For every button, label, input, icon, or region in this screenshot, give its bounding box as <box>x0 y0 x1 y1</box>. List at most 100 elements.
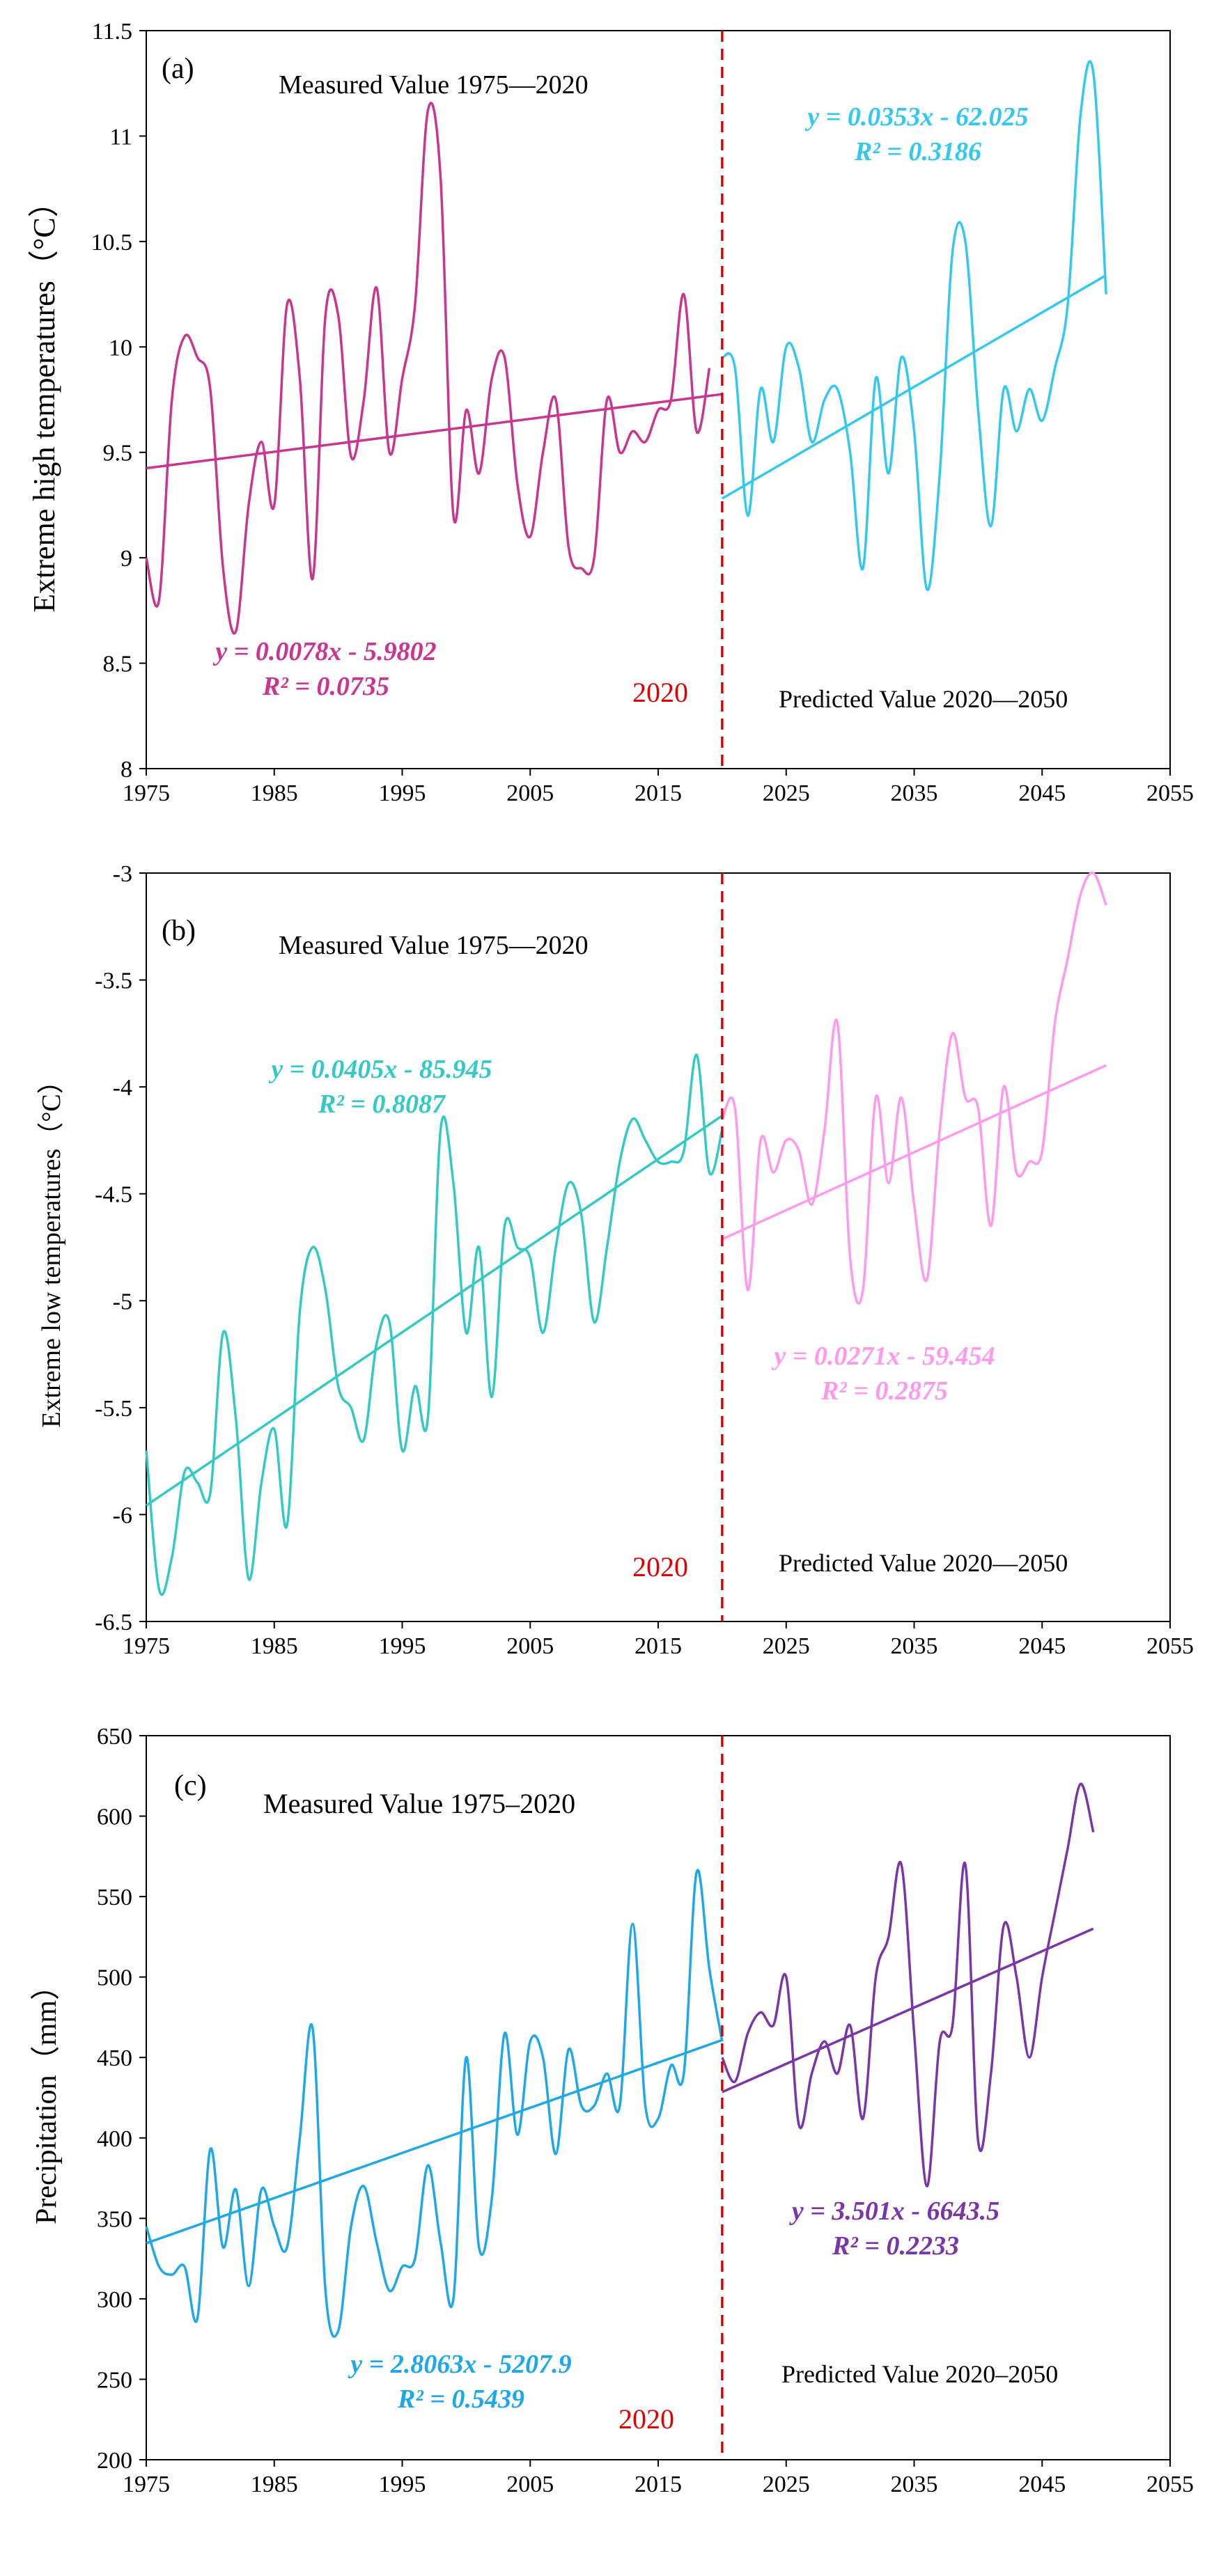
y-tick-label: 550 <box>97 1885 132 1910</box>
predicted-label: Predicted Value 2020–2050 <box>781 2360 1058 2388</box>
trend-line-predicted <box>721 274 1107 500</box>
axis-ticks: 1975 1985 1995 2005 2015 2025 2035 2045 2055 8 8.5… <box>91 19 1194 806</box>
trend-r2-predicted: R² = 0.2875 <box>820 1376 948 1406</box>
plot-frame <box>146 1735 1171 2460</box>
y-axis-label: Extreme high temperatures（°C） <box>27 187 61 612</box>
x-tick-label: 2055 <box>1146 2472 1194 2497</box>
y-tick-label: 500 <box>97 1965 132 1991</box>
series-line-measured <box>145 1869 724 2338</box>
trend-line-measured <box>146 393 723 470</box>
y-tick-label: 8.5 <box>103 652 133 677</box>
trend-equation-measured: y = 0.0405x - 85.945 <box>268 1055 492 1084</box>
x-tick-label: 2015 <box>635 780 682 806</box>
y-tick-label: 300 <box>97 2287 132 2313</box>
x-tick-label: 2045 <box>1018 1633 1066 1659</box>
y-tick-label: 450 <box>97 2045 132 2071</box>
measured-label: Measured Value 1975–2020 <box>263 1788 575 1819</box>
x-tick-label: 2005 <box>506 2472 554 2497</box>
x-tick-label: 2005 <box>506 1633 554 1659</box>
x-tick-label: 2035 <box>891 780 938 806</box>
x-tick-label: 1975 <box>123 1633 170 1659</box>
y-tick-label: 200 <box>97 2448 132 2474</box>
y-tick-label: 9.5 <box>103 441 133 466</box>
measured-label: Measured Value 1975—2020 <box>279 931 589 960</box>
panel-b: 1975 1985 1995 2005 2015 2025 2035 2045 2055 -6.5… <box>37 861 1194 1659</box>
divider-year-label: 2020 <box>632 677 688 708</box>
series-line-predicted <box>721 1782 1095 2188</box>
y-tick-label: 10.5 <box>91 230 133 256</box>
trend-r2-predicted: R² = 0.2233 <box>832 2231 959 2261</box>
series-line-measured <box>145 102 711 635</box>
plot-frame <box>146 872 1171 1622</box>
x-tick-label: 2045 <box>1018 780 1066 806</box>
y-tick-label: -5 <box>113 1289 132 1314</box>
x-tick-label: 2015 <box>635 1633 682 1659</box>
x-tick-label: 1995 <box>379 780 426 806</box>
y-tick-label: 10 <box>109 335 132 361</box>
y-tick-label: 650 <box>97 1724 132 1750</box>
panel-label: (a) <box>162 53 194 85</box>
divider-year-label: 2020 <box>618 2403 674 2435</box>
y-tick-label: -3.5 <box>95 968 132 994</box>
y-tick-label: -6 <box>113 1502 132 1528</box>
plot-area <box>145 871 1107 1621</box>
x-tick-label: 1985 <box>251 2472 298 2497</box>
y-tick-label: 11.5 <box>92 19 132 45</box>
divider-year-label: 2020 <box>632 1551 688 1582</box>
predicted-label: Predicted Value 2020—2050 <box>779 685 1068 713</box>
panel-a: 1975 1985 1995 2005 2015 2025 2035 2045 2055 8 8.5… <box>27 19 1194 806</box>
y-tick-label: 8 <box>120 757 132 783</box>
x-tick-label: 2045 <box>1018 2472 1066 2497</box>
trend-line-predicted <box>722 1064 1107 1241</box>
series-line-predicted <box>721 60 1107 591</box>
y-tick-label: 600 <box>97 1805 132 1830</box>
x-tick-label: 2055 <box>1146 780 1194 806</box>
trend-line-predicted <box>722 1927 1094 2094</box>
trend-equation-predicted: y = 3.501x - 6643.5 <box>789 2197 999 2226</box>
x-tick-label: 1995 <box>379 1633 426 1659</box>
x-tick-label: 1985 <box>251 1633 298 1659</box>
panel-c: 1975 1985 1995 2005 2015 2025 2035 2045 2055 200 2… <box>31 1724 1194 2497</box>
x-tick-label: 2025 <box>763 1633 810 1659</box>
trend-equation-measured: y = 0.0078x - 5.9802 <box>212 637 436 666</box>
y-tick-label: 400 <box>97 2126 132 2152</box>
x-tick-label: 2035 <box>891 1633 938 1659</box>
plot-area <box>145 1736 1095 2460</box>
x-tick-label: 2015 <box>635 2472 682 2497</box>
x-tick-label: 1975 <box>123 2472 170 2497</box>
trend-r2-measured: R² = 0.0735 <box>262 672 389 701</box>
x-tick-label: 1975 <box>123 780 170 806</box>
panel-label: (b) <box>162 915 196 947</box>
x-tick-label: 2025 <box>763 780 810 806</box>
measured-label: Measured Value 1975—2020 <box>279 70 589 100</box>
trend-equation-measured: y = 2.8063x - 5207.9 <box>348 2350 571 2379</box>
y-tick-label: -4.5 <box>95 1182 132 1208</box>
x-tick-label: 1995 <box>379 2472 426 2497</box>
y-tick-label: -6.5 <box>95 1610 132 1635</box>
panel-label: (c) <box>174 1770 207 1802</box>
y-axis-label: Precipitation（mm） <box>31 1971 63 2224</box>
x-tick-label: 2025 <box>763 2472 810 2497</box>
x-tick-label: 2035 <box>891 2472 938 2497</box>
y-tick-label: 250 <box>97 2367 132 2393</box>
plot-area <box>145 31 1107 769</box>
y-tick-label: 350 <box>97 2206 132 2232</box>
trend-r2-measured: R² = 0.8087 <box>318 1090 446 1119</box>
axis-ticks: 1975 1985 1995 2005 2015 2025 2035 2045 2055 -6.5… <box>95 861 1194 1659</box>
trend-r2-predicted: R² = 0.3186 <box>854 137 981 166</box>
axis-ticks: 1975 1985 1995 2005 2015 2025 2035 2045 2055 200 2… <box>97 1724 1194 2497</box>
y-tick-label: -5.5 <box>95 1396 132 1422</box>
trend-line-measured <box>146 2039 723 2245</box>
x-tick-label: 2005 <box>506 780 554 806</box>
trend-line-measured <box>146 1115 723 1507</box>
trend-equation-predicted: y = 0.0271x - 59.454 <box>771 1342 995 1371</box>
y-tick-label: -3 <box>113 861 132 887</box>
y-tick-label: -4 <box>113 1075 132 1101</box>
x-tick-label: 2055 <box>1146 1633 1194 1659</box>
y-tick-label: 9 <box>120 546 132 572</box>
x-tick-label: 1985 <box>251 780 298 806</box>
y-axis-label: Extreme low temperatures（°C） <box>37 1067 66 1428</box>
series-line-predicted <box>721 871 1107 1305</box>
predicted-label: Predicted Value 2020—2050 <box>779 1549 1068 1577</box>
